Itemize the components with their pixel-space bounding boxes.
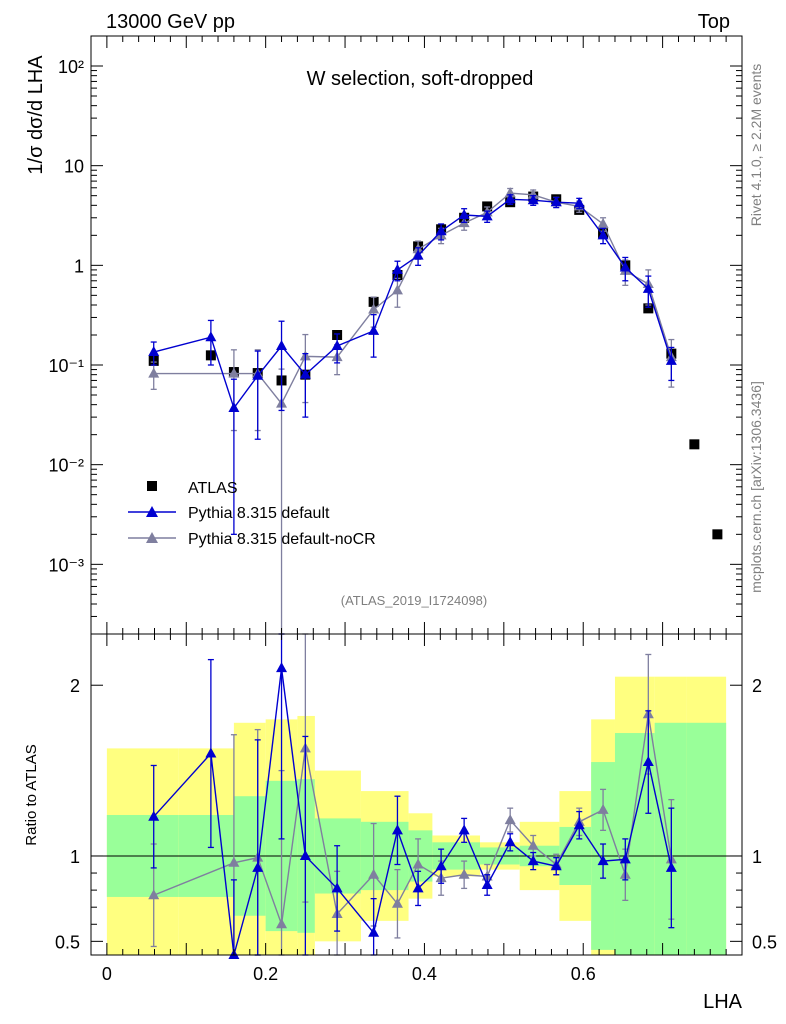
- main-y-tick-label-4: 10: [64, 157, 84, 177]
- default-point-7: [368, 324, 380, 335]
- ratio-y-tick-label-left-1: 1: [70, 847, 80, 867]
- ratio-default-point-12: [481, 878, 493, 889]
- default-point-19: [642, 282, 654, 293]
- ratio-default-point-19: [642, 756, 654, 767]
- ratio-default-point-8: [391, 824, 403, 835]
- ratio-default-point-10: [435, 860, 447, 871]
- nocr-point-1: [228, 367, 240, 378]
- default-point-18: [619, 261, 631, 272]
- default-point-10: [435, 225, 447, 236]
- ratio-y-tick-label-right-2: 2: [752, 676, 762, 696]
- x-tick-label-2: 0.4: [412, 964, 437, 984]
- nocr-point-0: [148, 367, 160, 378]
- ratio-default-point-18: [619, 853, 631, 864]
- default-point-3: [252, 369, 264, 380]
- default-point-12: [481, 210, 493, 221]
- default-point-16: [573, 197, 585, 208]
- main-panel-marks: [148, 187, 723, 635]
- default-point-9: [412, 249, 424, 260]
- chart-title: W selection, soft-dropped: [307, 68, 534, 90]
- x-axis-label: LHA: [703, 991, 743, 1013]
- ratio-default-point-7: [368, 926, 380, 937]
- legend-nocr-marker: [146, 532, 158, 543]
- ratio-nocr-point-12: [504, 814, 516, 825]
- ratio-frame: [90, 633, 743, 956]
- atlas-point-21: [689, 439, 700, 450]
- ratio-nocr-point-0: [148, 889, 160, 900]
- atlas-point-19: [643, 303, 654, 314]
- default-point-6: [331, 340, 343, 351]
- ratio-panel-marks: [91, 633, 742, 959]
- ratio-default-point-15: [550, 860, 562, 871]
- ratio-default-point-11: [458, 824, 470, 835]
- ratio-y-tick-label-left-0: 0.5: [55, 932, 80, 952]
- analysis-label: (ATLAS_2019_I1724098): [341, 593, 487, 608]
- ratio-default-point-14: [527, 855, 539, 866]
- default-point-1: [205, 331, 217, 342]
- ratio-y-tick-label-right-1: 1: [752, 847, 762, 867]
- main-y-axis-label: 1/σ dσ/d LHA: [25, 55, 47, 175]
- atlas-point-22: [712, 529, 723, 540]
- ratio-default-point-4: [276, 662, 288, 673]
- legend-atlas-marker: [147, 481, 157, 491]
- legend-nocr-label: Pythia 8.315 default-noCR: [188, 531, 376, 548]
- ratio-y-axis-label: Ratio to ATLAS: [23, 744, 40, 845]
- ratio-y-tick-label-left-2: 2: [70, 676, 80, 696]
- ratio-default-point-13: [504, 836, 516, 847]
- default-point-5: [299, 368, 311, 379]
- ratio-nocr-point-10: [458, 868, 470, 879]
- main-y-tick-label-1: 10⁻²: [48, 456, 84, 476]
- main-y-tick-label-5: 10²: [58, 57, 84, 77]
- nocr-point-6: [368, 303, 380, 314]
- legend-default-label: Pythia 8.315 default: [188, 505, 330, 522]
- ratio-nocr-point-6: [368, 868, 380, 879]
- default-point-2: [228, 402, 240, 413]
- default-point-14: [527, 194, 539, 205]
- x-tick-label-0: 0: [102, 964, 112, 984]
- default-point-20: [665, 354, 677, 365]
- x-tick-label-3: 0.6: [571, 964, 596, 984]
- default-point-0: [148, 346, 160, 357]
- default-point-4: [276, 340, 288, 351]
- ratio-nocr-point-8: [412, 858, 424, 869]
- main-y-tick-label-3: 1: [74, 256, 84, 276]
- default-point-15: [550, 196, 562, 207]
- legend-atlas-label: ATLAS: [188, 480, 238, 497]
- default-point-11: [458, 208, 470, 219]
- nocr-line: [153, 192, 673, 405]
- ratio-default-point-3: [252, 861, 264, 872]
- band-stat-14: [654, 722, 687, 955]
- ratio-nocr-point-16: [597, 803, 609, 814]
- nocr-point-16: [597, 217, 609, 228]
- axes: 0 0.2 0.4 0.6 10⁻³ 10⁻² 10⁻¹ 1 10 10² 0.5 0.5 1 1 2 2: [48, 35, 777, 984]
- ratio-nocr-point-13: [527, 839, 539, 850]
- ratio-default-point-17: [597, 855, 609, 866]
- nocr-point-7: [391, 284, 403, 295]
- ratio-default-point-9: [412, 882, 424, 893]
- ratio-default-point-5: [299, 849, 311, 860]
- main-y-tick-label-2: 10⁻¹: [48, 356, 84, 376]
- default-point-8: [391, 263, 403, 274]
- main-y-tick-label-0: 10⁻³: [48, 555, 84, 575]
- ratio-nocr-point-3: [276, 918, 288, 929]
- ratio-default-point-16: [573, 819, 585, 830]
- default-point-13: [504, 193, 516, 204]
- ratio-default-point-20: [665, 861, 677, 872]
- mcplots-label: mcplots.cern.ch [arXiv:1306.3436]: [748, 381, 764, 593]
- default-point-17: [597, 229, 609, 240]
- ratio-y-tick-label-right-0: 0.5: [752, 932, 777, 952]
- ratio-nocr-point-7: [391, 897, 403, 908]
- legend: ATLAS Pythia 8.315 default Pythia 8.315 …: [128, 480, 376, 548]
- ratio-default-point-1: [205, 747, 217, 758]
- band-stat-15: [686, 722, 727, 955]
- legend-default-marker: [146, 506, 158, 517]
- ratio-default-point-6: [331, 882, 343, 893]
- rivet-version-label: Rivet 4.1.0, ≥ 2.2M events: [748, 64, 764, 227]
- x-tick-label-1: 0.2: [253, 964, 278, 984]
- ratio-default-point-0: [148, 810, 160, 821]
- header-left: 13000 GeV pp: [106, 11, 235, 33]
- ratio-nocr-point-1: [228, 856, 240, 867]
- header-right: Top: [698, 11, 730, 33]
